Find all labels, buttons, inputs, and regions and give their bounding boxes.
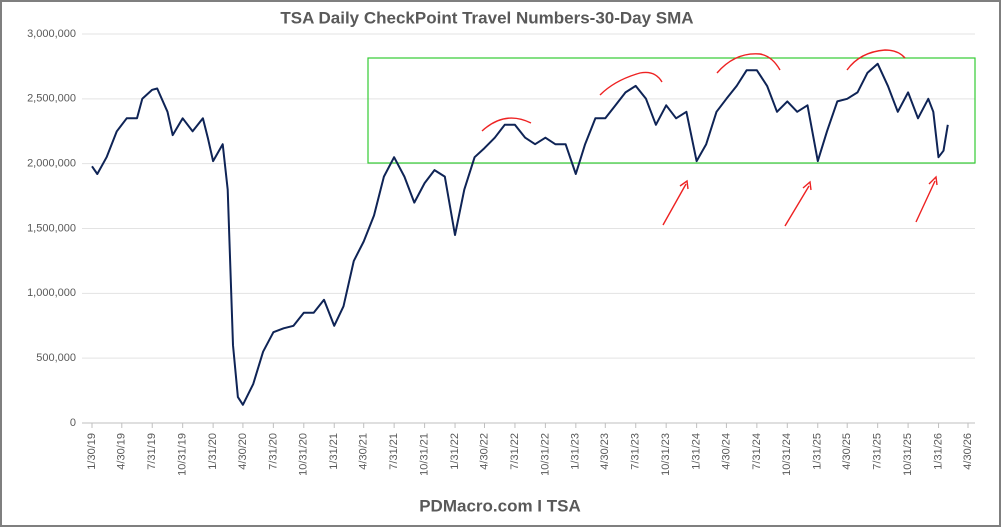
peak-arc — [846, 49, 906, 71]
y-tick-label: 2,000,000 — [27, 158, 76, 170]
x-tick-label: 7/31/23 — [630, 433, 642, 470]
x-tick-label: 10/31/22 — [539, 433, 551, 476]
x-tick-label: 1/31/23 — [570, 433, 582, 470]
y-tick-label: 2,500,000 — [27, 93, 76, 105]
x-tick-label: 4/30/26 — [962, 433, 974, 470]
x-tick-label: 1/31/22 — [449, 433, 461, 470]
y-tick-label: 1,500,000 — [27, 222, 76, 234]
x-tick-label: 7/31/24 — [751, 433, 763, 470]
data-line — [91, 62, 949, 406]
peak-arc — [716, 53, 781, 74]
y-tick-label: 3,000,000 — [27, 28, 76, 40]
arrow — [662, 179, 689, 226]
grid — [82, 33, 975, 428]
x-tick-label: 7/31/19 — [146, 433, 158, 470]
x-tick-label: 7/31/21 — [388, 433, 400, 470]
x-tick-label: 10/31/23 — [660, 433, 672, 476]
x-tick-label: 1/31/26 — [932, 433, 944, 470]
chart-title: TSA Daily CheckPoint Travel Numbers-30-D… — [280, 8, 693, 27]
x-tick-label: 4/30/22 — [478, 433, 490, 470]
x-tick-label: 4/30/21 — [358, 433, 370, 470]
x-tick-label: 10/31/20 — [298, 433, 310, 476]
x-tick-label: 1/31/20 — [207, 433, 219, 470]
x-tick-label: 1/31/21 — [328, 433, 340, 470]
x-tick-label: 7/31/20 — [267, 433, 279, 470]
x-tick-label: 10/31/21 — [419, 433, 431, 476]
range-box — [367, 57, 976, 164]
x-tick-label: 4/30/19 — [116, 433, 128, 470]
x-tick-label: 1/30/19 — [86, 433, 98, 470]
x-tick-label: 10/31/19 — [177, 433, 189, 476]
x-tick-label: 7/31/25 — [872, 433, 884, 470]
arrow — [784, 180, 812, 227]
annotations — [481, 49, 938, 227]
x-tick-label: 4/30/20 — [237, 433, 249, 470]
x-tick-label: 10/31/24 — [781, 433, 793, 476]
y-tick-label: 0 — [70, 417, 76, 429]
peak-arc — [599, 71, 663, 96]
x-tick-label: 10/31/25 — [902, 433, 914, 476]
source-label: PDMacro.com I TSA — [419, 496, 581, 515]
peak-arc — [481, 117, 532, 132]
x-tick-label: 1/31/24 — [691, 433, 703, 470]
x-tick-label: 4/30/24 — [720, 433, 732, 470]
y-tick-label: 500,000 — [36, 352, 76, 364]
x-tick-label: 4/30/25 — [841, 433, 853, 470]
x-tick-label: 1/31/25 — [812, 433, 824, 470]
x-tick-label: 4/30/23 — [599, 433, 611, 470]
y-tick-label: 1,000,000 — [27, 287, 76, 299]
arrow — [915, 175, 938, 223]
x-tick-label: 7/31/22 — [509, 433, 521, 470]
